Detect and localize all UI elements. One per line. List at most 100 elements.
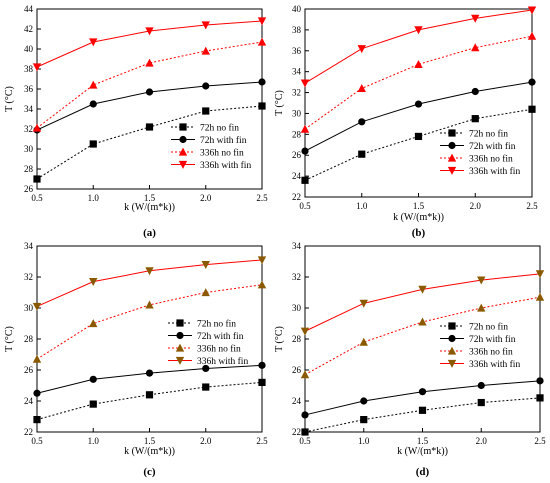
y-tick-label: 28 [24, 164, 34, 174]
data-point [359, 337, 368, 346]
legend-label: 336h no fin [200, 148, 244, 159]
data-point [418, 285, 427, 294]
data-point [145, 27, 154, 36]
data-point [201, 288, 210, 297]
data-point [145, 267, 154, 276]
y-tick-label: 34 [292, 67, 302, 77]
x-tick-label: 2.5 [526, 201, 538, 211]
data-point [258, 361, 266, 369]
legend-marker [179, 123, 187, 131]
legend-marker [448, 334, 456, 343]
data-point [358, 150, 366, 158]
data-point [418, 317, 427, 326]
chart-panel-3: 0.5 1.0 1.5 2.0 2.5 22 24 26 28 30 32 34 k (W/(m*k))… [4, 241, 268, 478]
data-point [32, 63, 42, 72]
y-tick-label: 34 [24, 241, 34, 251]
y-tick-label: 30 [24, 303, 34, 313]
series-line [36, 381, 263, 421]
panel-label: (d) [416, 466, 430, 478]
legend-label: 336h no fin [469, 154, 513, 165]
data-point [527, 6, 537, 15]
y-tick-label: 38 [24, 64, 34, 74]
legend-marker [175, 343, 185, 352]
data-point [33, 416, 41, 424]
legend-marker [448, 129, 456, 137]
panel-label: (b) [412, 227, 426, 239]
x-axis-label: k (W/(m*k)) [124, 202, 175, 213]
data-point [301, 147, 309, 155]
x-tick-label: 2.5 [256, 436, 268, 446]
x-tick-label: 1.5 [144, 436, 156, 446]
y-tick-label: 30 [292, 108, 302, 118]
x-tick-label: 1.5 [417, 436, 429, 446]
data-point [258, 378, 266, 386]
legend-label: 72h no fin [469, 322, 508, 333]
data-point [257, 17, 267, 26]
legend-label: 336h with fin [200, 160, 251, 171]
data-point [257, 37, 267, 46]
data-point [257, 256, 267, 265]
data-point [418, 388, 427, 396]
series-1 [33, 102, 266, 183]
x-axis-label: k (W/(m*k)) [397, 446, 448, 457]
x-tick-label: 0.5 [299, 201, 311, 211]
chart-panel-4: 0.5 1.0 1.5 2.0 2.5 22 24 26 28 30 32 34 k (W/(m*k))… [274, 241, 546, 478]
x-tick-label: 2.5 [534, 436, 546, 446]
legend-marker [447, 153, 457, 162]
data-point [358, 118, 366, 126]
series-4 [300, 270, 545, 336]
series-4 [32, 17, 267, 72]
data-point [301, 411, 309, 419]
data-point [527, 31, 537, 40]
data-point [89, 80, 98, 89]
data-point [528, 105, 536, 113]
data-point [359, 299, 368, 308]
x-tick-label: 2.0 [476, 436, 488, 446]
data-point [201, 21, 210, 30]
legend-marker [178, 147, 188, 156]
data-point [33, 389, 41, 397]
series-1 [301, 394, 544, 436]
data-point [145, 391, 154, 399]
y-tick-label: 26 [24, 365, 34, 375]
data-point [357, 45, 366, 54]
legend-label: 336h no fin [469, 347, 513, 358]
data-point [89, 375, 97, 383]
data-point [202, 383, 210, 391]
y-tick-label: 32 [292, 88, 301, 98]
series-line [36, 41, 263, 129]
y-tick-label: 28 [292, 129, 302, 139]
series-line [304, 35, 533, 130]
data-point [32, 354, 42, 363]
y-tick-label: 34 [292, 241, 302, 251]
data-point [300, 327, 310, 336]
data-point [32, 123, 42, 132]
panel-label: (a) [143, 227, 156, 239]
data-point [477, 276, 486, 285]
data-point [471, 43, 480, 52]
y-tick-label: 22 [292, 192, 301, 202]
y-axis-label: T (°C) [4, 326, 15, 352]
legend-label: 72h with fin [197, 331, 244, 342]
data-point [357, 83, 366, 92]
legend-marker [448, 141, 456, 150]
data-point [528, 78, 536, 86]
y-tick-label: 26 [292, 365, 302, 375]
data-point [89, 400, 97, 408]
data-point [414, 26, 423, 35]
legend-label: 336h with fin [197, 356, 248, 367]
y-tick-label: 28 [24, 334, 34, 344]
data-point [414, 132, 423, 141]
data-point [360, 397, 368, 405]
y-axis-label: T (°C) [274, 90, 285, 116]
data-point [32, 302, 42, 311]
data-point [301, 176, 309, 184]
data-point [414, 59, 423, 68]
y-tick-label: 30 [292, 303, 302, 313]
series-line [36, 259, 263, 307]
y-tick-label: 30 [24, 144, 34, 154]
data-point [300, 370, 310, 379]
x-axis-label: k (W/(m*k)) [124, 446, 175, 457]
